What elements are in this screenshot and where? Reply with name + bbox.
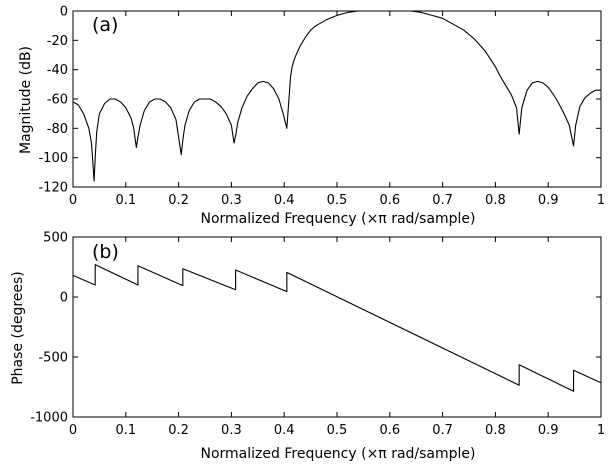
magnitude-y-tick-label: -40 — [47, 63, 68, 78]
phase-x-tick-label: 0.2 — [168, 423, 189, 438]
magnitude-x-tick-label: 0.7 — [432, 193, 453, 208]
magnitude-panel: 0 -20 -40 -60 -80 -100 -120 0 0.1 0.2 0.3 0.4 0.5 0.… — [18, 5, 605, 228]
magnitude-y-tick-label: -120 — [38, 181, 68, 196]
magnitude-y-ticks: 0 -20 -40 -60 -80 -100 -120 — [38, 5, 601, 196]
magnitude-plot-frame — [72, 10, 602, 188]
magnitude-x-axis-label: Normalized Frequency (×π rad/sample) — [201, 211, 476, 227]
magnitude-y-tick-label: 0 — [60, 5, 68, 20]
magnitude-x-tick-label: 1 — [597, 193, 605, 208]
phase-panel-label: (b) — [92, 241, 119, 263]
magnitude-x-tick-label: 0.1 — [115, 193, 136, 208]
phase-x-tick-label: 0.6 — [379, 423, 400, 438]
phase-x-ticks: 0 0.1 0.2 0.3 0.4 0.5 0.6 0.7 0.8 0.9 1 — [69, 237, 605, 438]
phase-x-tick-label: 0.5 — [327, 423, 348, 438]
magnitude-x-tick-label: 0.2 — [168, 193, 189, 208]
magnitude-panel-label: (a) — [92, 14, 118, 36]
phase-x-tick-label: 0.8 — [485, 423, 506, 438]
phase-y-tick-label: -500 — [38, 351, 68, 366]
phase-x-tick-label: 1 — [597, 423, 605, 438]
magnitude-y-axis-label: Magnitude (dB) — [18, 46, 34, 154]
magnitude-x-tick-label: 0 — [69, 193, 77, 208]
magnitude-y-tick-label: -100 — [38, 151, 68, 166]
phase-x-tick-label: 0.4 — [274, 423, 295, 438]
phase-x-tick-label: 0.3 — [221, 423, 242, 438]
magnitude-x-tick-label: 0.5 — [327, 193, 348, 208]
phase-x-tick-label: 0.1 — [115, 423, 136, 438]
magnitude-x-tick-label: 0.3 — [221, 193, 242, 208]
phase-y-tick-label: 0 — [60, 291, 68, 306]
magnitude-x-ticks: 0 0.1 0.2 0.3 0.4 0.5 0.6 0.7 0.8 0.9 1 — [69, 11, 605, 208]
magnitude-y-tick-label: -20 — [47, 34, 68, 49]
magnitude-x-tick-label: 0.4 — [274, 193, 295, 208]
magnitude-y-tick-label: -80 — [47, 122, 68, 137]
magnitude-x-tick-label: 0.9 — [538, 193, 559, 208]
phase-x-tick-label: 0.7 — [432, 423, 453, 438]
phase-series-line — [72, 264, 602, 392]
magnitude-y-tick-label: -60 — [47, 93, 68, 108]
phase-x-tick-label: 0 — [69, 423, 77, 438]
phase-x-axis-label: Normalized Frequency (×π rad/sample) — [201, 446, 476, 462]
magnitude-x-tick-label: 0.6 — [379, 193, 400, 208]
phase-y-ticks: 500 0 -500 -1000 — [30, 231, 601, 426]
magnitude-series-line — [72, 10, 601, 182]
magnitude-x-tick-label: 0.8 — [485, 193, 506, 208]
phase-y-tick-label: -1000 — [30, 411, 68, 426]
phase-y-axis-label: Phase (degrees) — [10, 271, 26, 385]
phase-x-tick-label: 0.9 — [538, 423, 559, 438]
phase-y-tick-label: 500 — [43, 231, 68, 246]
phase-plot-frame — [72, 236, 602, 418]
